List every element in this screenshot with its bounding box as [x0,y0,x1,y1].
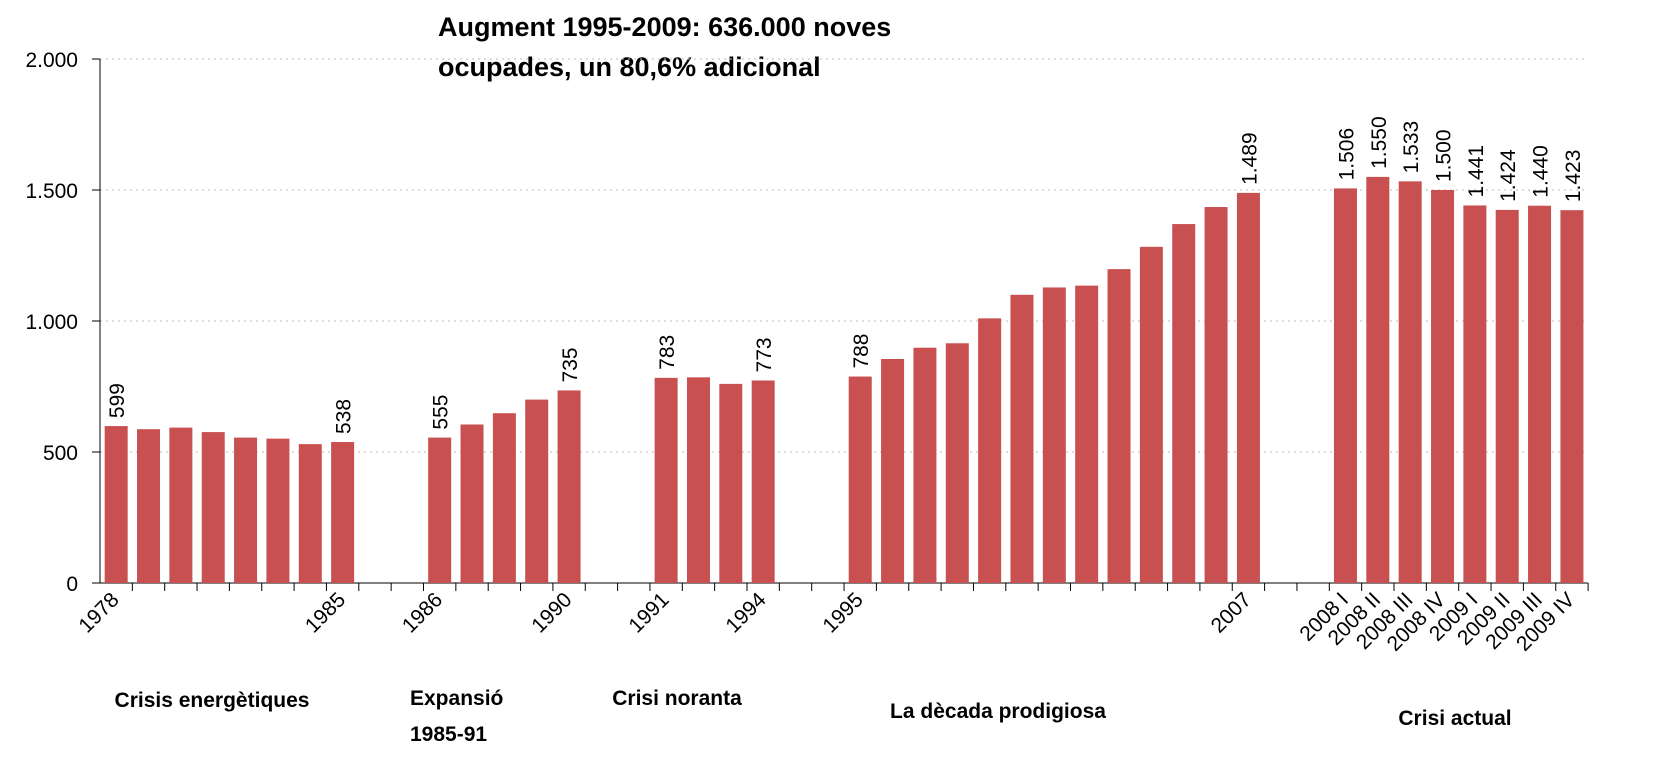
bar [234,437,258,583]
bar [428,437,452,583]
bar [1528,205,1552,583]
bar [201,432,225,583]
bar [557,390,581,583]
annotation: 1985-91 [410,723,487,746]
x-tick-label: 1978 [74,588,123,637]
bar [1075,285,1099,583]
value-label: 555 [430,395,453,430]
value-label: 1.500 [1433,129,1456,182]
bar [331,442,355,583]
y-tick-label: 0 [66,573,78,596]
bar [266,438,290,583]
bar [1398,181,1422,583]
annotation: Expansió [410,687,503,710]
bar [945,343,969,583]
x-tick-label: 1995 [818,588,867,637]
value-label: 1.440 [1530,145,1553,198]
value-label: 1.533 [1400,121,1423,174]
y-tick-label: 1.500 [25,180,78,203]
bar [1107,269,1131,583]
bar [298,444,322,583]
bar [686,377,710,583]
bar [978,318,1002,583]
chart-title: ocupades, un 80,6% adicional [438,52,821,82]
bar [1366,176,1390,583]
bar [719,383,743,583]
bar [492,413,516,583]
x-tick-label: 1986 [398,588,447,637]
bar [460,424,484,583]
bar [169,427,193,583]
value-label: 599 [106,383,129,418]
bar [1333,188,1357,584]
annotation: Crisis energètiques [115,689,310,712]
y-tick-label: 2.000 [25,49,78,72]
bar [137,429,161,583]
x-tick-label: 2007 [1207,588,1256,637]
bar [1172,224,1196,583]
value-label: 1.550 [1368,116,1391,169]
bar [913,347,937,583]
bar [1236,192,1260,583]
x-tick-label: 1994 [721,588,771,638]
bar [1560,210,1584,583]
value-label: 1.506 [1335,128,1358,181]
bar [848,376,872,583]
bar [1431,190,1455,583]
bar [1139,246,1163,583]
y-tick-label: 1.000 [25,311,78,334]
bar [1042,287,1066,583]
value-label: 1.423 [1562,150,1585,203]
bar [654,377,678,583]
annotation: Crisi actual [1398,707,1511,730]
value-label: 773 [753,337,776,372]
value-label: 783 [656,335,679,370]
bar [525,399,549,583]
annotation: La dècada prodigiosa [890,700,1106,723]
value-label: 735 [559,347,582,382]
chart-title: Augment 1995-2009: 636.000 noves [438,12,891,42]
y-tick-label: 500 [43,442,78,465]
bar [751,380,775,583]
bar [1010,294,1034,583]
bar [881,358,905,583]
x-tick-label: 1991 [624,588,673,637]
bar [1204,207,1228,583]
value-label: 538 [333,399,356,434]
bar [1495,209,1519,584]
x-tick-label: 1985 [301,588,350,637]
bar [104,426,128,583]
value-label: 1.489 [1238,132,1261,185]
annotation: Crisi noranta [612,687,742,710]
value-label: 1.424 [1497,149,1520,202]
value-label: 788 [850,333,873,368]
bar [1463,205,1487,583]
x-tick-label: 1990 [527,588,576,637]
value-label: 1.441 [1465,145,1488,198]
